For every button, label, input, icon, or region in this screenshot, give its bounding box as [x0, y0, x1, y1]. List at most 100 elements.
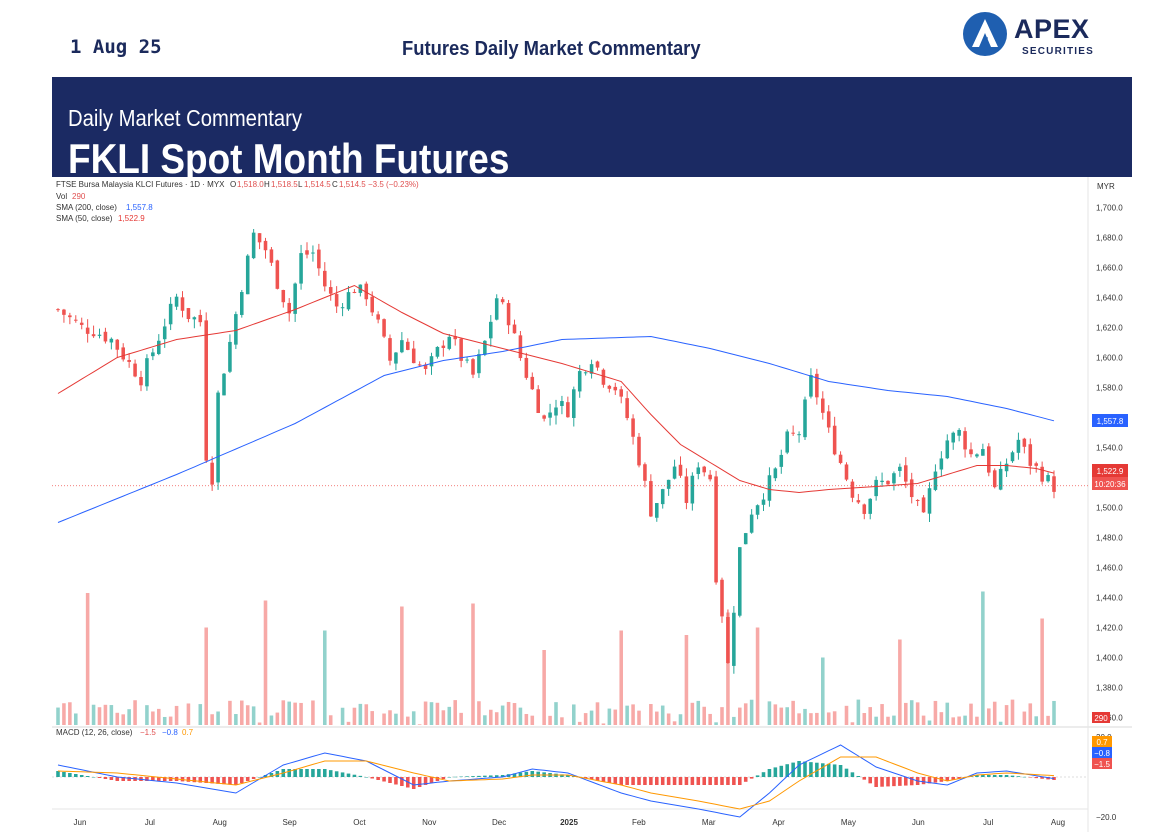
candle-body	[892, 473, 896, 484]
volume-bar	[1052, 700, 1056, 725]
candle-body	[1004, 463, 1009, 472]
sma200-badge	[1092, 414, 1128, 427]
macd-histogram-bar	[619, 777, 623, 785]
volume-bar	[732, 716, 736, 725]
logo-subtext: SECURITIES	[1022, 46, 1095, 57]
candle-body	[1028, 444, 1033, 466]
candle-body	[779, 454, 784, 467]
price-tick-label: 1,600.0	[1096, 354, 1123, 363]
candle-body	[210, 462, 214, 485]
volume-bar	[323, 630, 327, 725]
macd-histogram-bar	[898, 777, 902, 786]
volume-bar	[198, 704, 203, 725]
candle-body	[595, 361, 600, 368]
candle-body	[500, 299, 505, 303]
macd-histogram-bar	[74, 774, 78, 777]
title-banner: Daily Market Commentary FKLI Spot Month …	[52, 77, 1132, 177]
macd-histogram-bar	[927, 777, 932, 784]
macd-histogram-bar	[382, 777, 386, 782]
macd-hist-badge	[1092, 758, 1112, 769]
macd-histogram-bar	[767, 769, 772, 777]
candle-body	[755, 505, 760, 515]
legend-high: 1,518.5	[271, 180, 298, 189]
macd-histogram-bar	[566, 775, 570, 777]
volume-bar	[382, 713, 386, 725]
time-tick-label: Aug	[1051, 818, 1065, 827]
candle-body	[992, 470, 997, 488]
candle-body	[423, 364, 428, 370]
volume-bar	[595, 702, 600, 725]
volume-bar	[74, 713, 78, 725]
candle-body	[660, 489, 665, 505]
candle-body	[909, 479, 914, 498]
volume-bar	[660, 705, 665, 725]
macd-histogram-bar	[459, 776, 463, 778]
volume-bar	[133, 700, 137, 725]
macd-histogram-bar	[85, 776, 90, 777]
candle-body	[85, 327, 90, 334]
macd-histogram-bar	[394, 777, 398, 785]
price-tick-label: 1,640.0	[1096, 294, 1123, 303]
macd-histogram-bar	[1028, 777, 1033, 778]
volume-bar	[1046, 715, 1050, 725]
candle-body	[832, 425, 837, 455]
volume-bar	[755, 627, 760, 725]
candle-body	[157, 340, 161, 354]
macd-histogram-bar	[257, 777, 262, 778]
candle-body	[987, 446, 991, 473]
time-tick-label: Jul	[145, 818, 155, 827]
candle-body	[791, 432, 795, 434]
volume-bar	[234, 714, 238, 725]
time-tick-label: Jun	[74, 818, 87, 827]
volume-bar	[655, 711, 659, 725]
legend-open: 1,518.0	[237, 180, 264, 189]
volume-bar	[625, 705, 629, 725]
macd-histogram-bar	[311, 769, 315, 777]
volume-bar	[311, 700, 315, 725]
candle-body	[299, 253, 303, 284]
time-tick-label: Nov	[422, 818, 436, 827]
volume-bar	[115, 712, 120, 725]
macd-histogram-bar	[957, 777, 961, 779]
volume-bar	[85, 593, 90, 725]
macd-histogram-bar	[1040, 777, 1044, 779]
macd-histogram-bar	[157, 777, 161, 781]
macd-histogram-bar	[97, 777, 102, 778]
candle-body	[133, 363, 137, 377]
macd-histogram-bar	[411, 777, 416, 789]
macd-histogram-bar	[417, 777, 422, 787]
macd-histogram-bar	[465, 776, 469, 777]
candle-body	[886, 480, 890, 485]
candle-body	[720, 579, 724, 617]
volume-bar	[998, 721, 1003, 725]
price-tick-label: 1,380.0	[1096, 684, 1123, 693]
volume-bar	[560, 717, 564, 725]
candle-body	[607, 385, 612, 389]
macd-histogram-bar	[1022, 776, 1027, 778]
candle-body	[749, 514, 754, 533]
macd-histogram-bar	[388, 777, 392, 783]
macd-histogram-bar	[981, 775, 985, 777]
candle-body	[441, 345, 446, 348]
legend-sma200-value: 1,557.8	[126, 203, 153, 212]
macd-legend-signal: 0.7	[182, 728, 194, 737]
volume-bar	[826, 712, 831, 725]
macd-histogram-bar	[749, 777, 754, 779]
macd-histogram-bar	[880, 777, 884, 787]
document-title: Futures Daily Market Commentary	[402, 38, 701, 60]
volume-bar	[435, 702, 440, 725]
volume-bar	[613, 709, 618, 725]
volume-bar	[447, 706, 452, 725]
candle-body	[281, 290, 286, 303]
volume-bar	[346, 721, 351, 725]
macd-histogram-bar	[726, 777, 730, 785]
candle-body	[850, 481, 855, 498]
macd-histogram-bar	[334, 771, 339, 777]
candle-body	[856, 500, 861, 503]
candle-body	[483, 340, 487, 355]
macd-histogram-bar	[945, 777, 950, 781]
macd-histogram-bar	[103, 777, 108, 779]
legend-change: −3.5 (−0.23%)	[368, 180, 419, 189]
candle-body	[625, 398, 629, 419]
macd-histogram-bar	[198, 777, 203, 783]
